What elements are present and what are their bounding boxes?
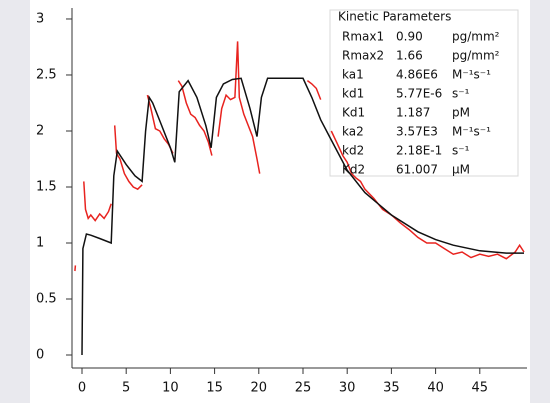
- x-tick-label: 45: [472, 381, 489, 396]
- x-tick-label: 0: [78, 381, 86, 396]
- parameter-cell: 1.187: [396, 106, 430, 120]
- parameter-cell: Kd1: [342, 106, 365, 120]
- data-line: [74, 41, 525, 272]
- parameter-cell: ka2: [342, 125, 364, 139]
- parameter-cell: M⁻¹s⁻¹: [452, 68, 491, 82]
- y-tick-label: 3: [36, 11, 44, 26]
- parameters-box: [329, 9, 519, 177]
- x-tick-label: 10: [162, 381, 179, 396]
- parameter-cell: 5.77E-6: [396, 87, 442, 101]
- y-tick-label: 0.5: [36, 292, 57, 307]
- y-tick-label: 1: [36, 235, 44, 250]
- parameter-cell: kd2: [342, 144, 364, 158]
- parameter-cell: s⁻¹: [452, 87, 470, 101]
- parameter-cell: Rmax1: [342, 30, 384, 44]
- parameter-cell: 0.90: [396, 30, 423, 44]
- parameter-cell: 61.007: [396, 163, 438, 177]
- parameter-cell: pg/mm²: [452, 49, 500, 63]
- x-tick-label: 20: [251, 381, 268, 396]
- x-tick-label: 35: [383, 381, 400, 396]
- parameter-cell: Rmax2: [342, 49, 384, 63]
- parameter-cell: Kd2: [342, 163, 365, 177]
- parameter-cell: 2.18E-1: [396, 144, 442, 158]
- y-tick-label: 0: [36, 348, 44, 363]
- data-line: [81, 77, 524, 356]
- y-tick-label: 2: [36, 123, 44, 138]
- x-tick-label: 15: [206, 381, 223, 396]
- parameter-cell: M⁻¹s⁻¹: [452, 125, 491, 139]
- parameter-cell: 4.86E6: [396, 68, 438, 82]
- parameter-cell: pM: [452, 106, 470, 120]
- parameter-cell: ka1: [342, 68, 364, 82]
- parameter-cell: 3.57E3: [396, 125, 438, 139]
- parameter-cell: pg/mm²: [452, 30, 500, 44]
- x-tick-label: 5: [122, 381, 130, 396]
- parameter-cell: s⁻¹: [452, 144, 470, 158]
- parameters-title: Kinetic Parameters: [338, 10, 451, 24]
- x-tick-label: 30: [339, 381, 356, 396]
- parameter-cell: kd1: [342, 87, 364, 101]
- x-tick-label: 40: [427, 381, 444, 396]
- parameter-cell: 1.66: [396, 49, 423, 63]
- parameter-cell: μM: [452, 163, 470, 177]
- y-tick-label: 1.5: [36, 179, 57, 194]
- x-tick-label: 25: [295, 381, 312, 396]
- y-tick-label: 2.5: [36, 67, 57, 82]
